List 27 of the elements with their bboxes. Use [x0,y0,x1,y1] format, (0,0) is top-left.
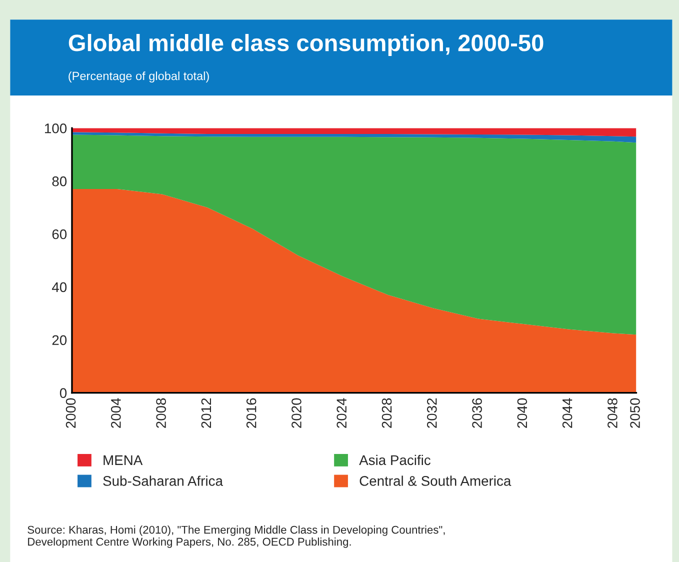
x-tick-label: 2044 [562,398,572,428]
chart-subtitle: (Percentage of global total) [68,71,209,82]
y-tick-label: 80 [52,176,67,186]
x-tick-label: 2050 [630,398,640,428]
x-tick-label: 2004 [111,398,121,428]
x-tick-label: 2032 [426,398,437,428]
y-tick-label: 20 [52,335,67,346]
legend-label: MENA [104,455,143,465]
x-tick-label: 2036 [472,398,482,428]
y-tick-label: 0 [60,388,67,398]
x-tick-label: 2008 [156,398,166,428]
x-tick-label: 2040 [517,398,528,428]
x-tick-label: 2024 [336,398,347,428]
y-tick-label: 100 [45,123,67,134]
legend-label: Asia Pacific [359,454,430,466]
y-tick-label: 60 [52,229,67,240]
x-tick-label: 2048 [608,398,618,428]
legend-label: Sub-Saharan Africa [103,476,223,486]
x-tick-label: 2028 [382,398,392,428]
source-note: Source: Kharas, Homi (2010), "The Emerging Middle Class in Developing Countries", Development Centre Working Papers, No. 285, OECD Publishing. [28,526,445,548]
x-tick-label: 2020 [292,398,302,428]
x-tick-label: 2012 [201,398,212,428]
legend-label: Central & South America [360,476,512,486]
chart-title: Global middle class consumption, 2000-50 [68,34,544,56]
x-tick-label: 2000 [66,398,76,428]
y-tick-label: 40 [52,282,67,292]
x-tick-label: 2016 [246,398,256,428]
